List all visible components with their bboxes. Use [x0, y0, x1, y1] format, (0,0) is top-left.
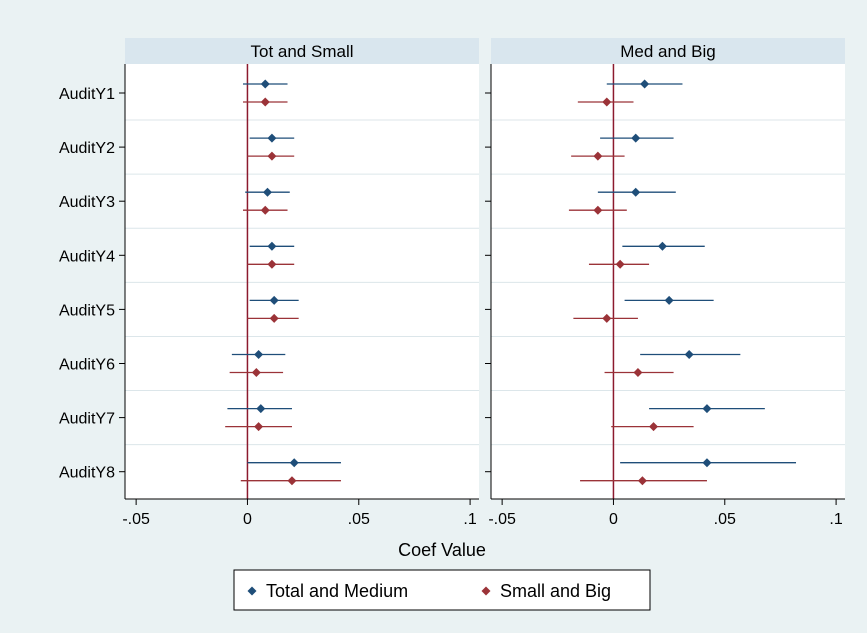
- x-tick-label: 0: [243, 511, 252, 528]
- point-estimate-marker: [251, 368, 261, 377]
- series-1: [227, 79, 341, 468]
- y-tick-label: AuditY3: [59, 194, 115, 211]
- plot-area: [491, 64, 845, 499]
- y-tick-label: AuditY5: [59, 302, 115, 319]
- legend: Total and Medium Small and Big: [233, 569, 651, 611]
- x-tick-label: .05: [348, 511, 370, 528]
- point-estimate-marker: [254, 422, 264, 432]
- x-tick-label: 0: [609, 511, 618, 528]
- y-axis-labels: AuditY1 AuditY2 AuditY3 AuditY4 AuditY5 Audit…: [59, 86, 115, 482]
- point-estimate-marker: [602, 313, 612, 323]
- y-tick-label: AuditY6: [59, 357, 115, 374]
- point-estimate-marker: [262, 187, 272, 197]
- point-estimate-marker: [256, 404, 266, 414]
- panel-strip: [491, 38, 845, 64]
- point-estimate-marker: [657, 241, 667, 251]
- x-tick-label: .1: [829, 511, 842, 528]
- panel-title: Tot and Small: [251, 42, 354, 61]
- point-estimate-marker: [702, 458, 712, 468]
- point-estimate-marker: [254, 350, 264, 359]
- series-1: [597, 79, 797, 468]
- point-estimate-marker: [631, 187, 641, 197]
- point-estimate-marker: [260, 79, 270, 89]
- point-estimate-marker: [593, 151, 603, 161]
- plot-area: [125, 64, 479, 499]
- point-estimate-marker: [287, 476, 297, 486]
- legend-label: Total and Medium: [266, 581, 408, 601]
- legend-label: Small and Big: [500, 581, 611, 601]
- point-estimate-marker: [684, 350, 694, 359]
- point-estimate-marker: [633, 368, 643, 377]
- series-2: [225, 97, 341, 486]
- panel-2: Med and Big -.05 0 .05 .1: [485, 38, 845, 528]
- panel-title: Med and Big: [620, 42, 715, 61]
- y-tick-label: AuditY2: [59, 140, 115, 157]
- legend-box: [233, 569, 651, 611]
- point-estimate-marker: [631, 133, 641, 143]
- point-estimate-marker: [260, 97, 270, 107]
- y-tick-label: AuditY4: [59, 248, 115, 265]
- x-tick-label: -.05: [122, 511, 150, 528]
- point-estimate-marker: [260, 205, 270, 215]
- series-2: [568, 97, 707, 486]
- point-estimate-marker: [615, 259, 625, 269]
- point-estimate-marker: [267, 151, 277, 161]
- point-estimate-marker: [640, 79, 650, 89]
- panel-1: Tot and Small -.05 0 .05 .1: [119, 38, 479, 528]
- panel-strip: [125, 38, 479, 64]
- point-estimate-marker: [593, 205, 603, 215]
- legend-marker: [247, 586, 257, 596]
- point-estimate-marker: [267, 241, 277, 251]
- x-tick-label: -.05: [488, 511, 516, 528]
- point-estimate-marker: [269, 313, 279, 323]
- point-estimate-marker: [602, 97, 612, 107]
- y-tick-label: AuditY8: [59, 465, 115, 482]
- point-estimate-marker: [289, 458, 299, 468]
- point-estimate-marker: [269, 295, 279, 305]
- y-tick-label: AuditY1: [59, 86, 115, 103]
- point-estimate-marker: [702, 404, 712, 414]
- x-tick-label: .05: [714, 511, 736, 528]
- point-estimate-marker: [664, 295, 674, 305]
- point-estimate-marker: [637, 476, 647, 486]
- legend-marker: [481, 586, 491, 596]
- point-estimate-marker: [267, 133, 277, 143]
- y-tick-label: AuditY7: [59, 411, 115, 428]
- point-estimate-marker: [267, 259, 277, 269]
- point-estimate-marker: [649, 422, 659, 432]
- x-tick-label: .1: [463, 511, 476, 528]
- panels-layer: Tot and Small -.05 0 .05 .1 Med and Big -.05 0.…: [119, 38, 845, 528]
- x-axis-title: Coef Value: [398, 540, 486, 560]
